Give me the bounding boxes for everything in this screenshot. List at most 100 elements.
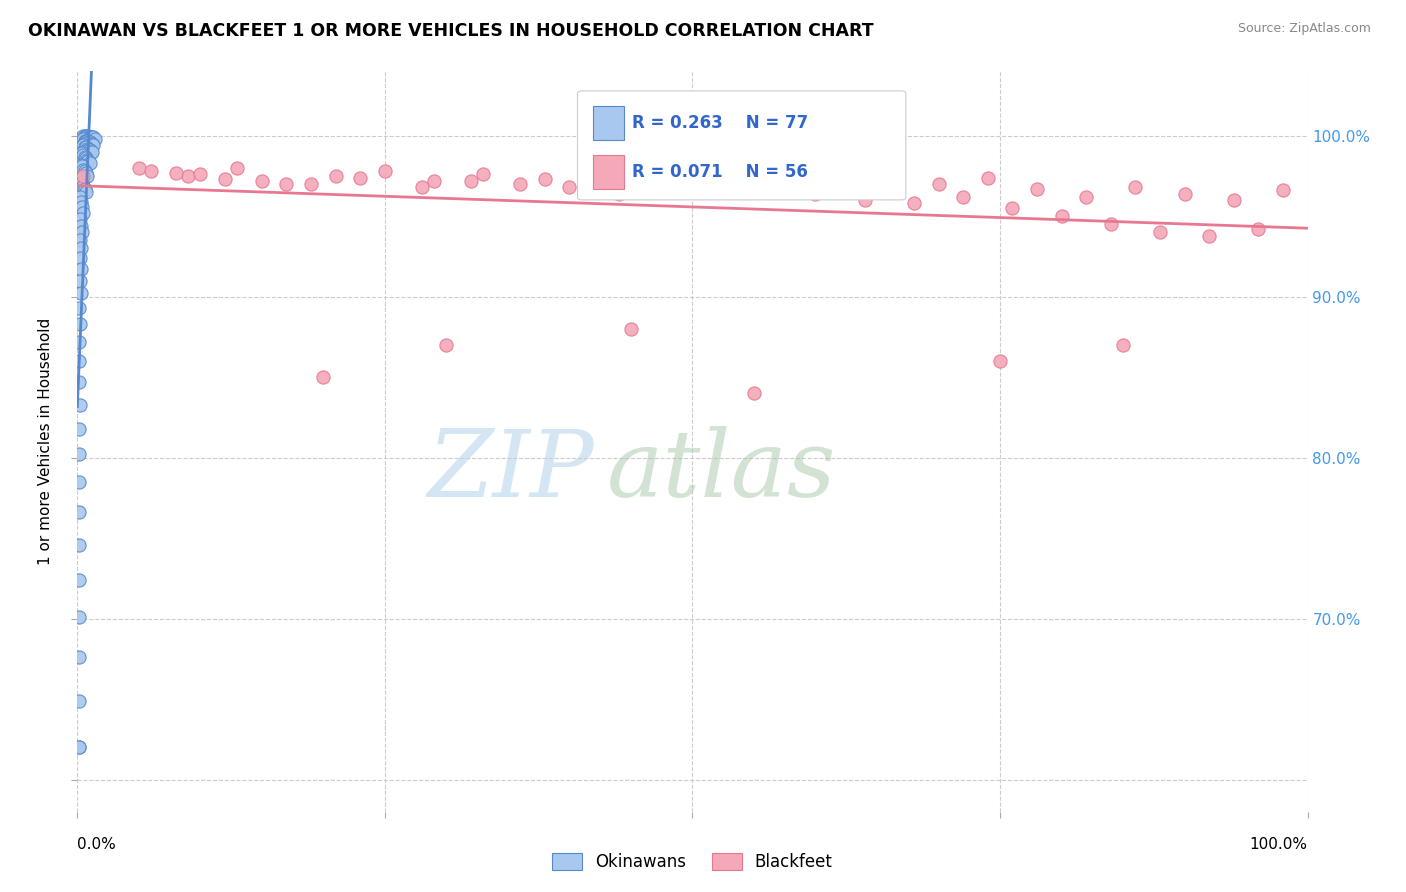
- Point: [69, 212, 91, 227]
- Point: [67, 610, 90, 624]
- Point: [72, 178, 94, 193]
- Point: [70, 176, 93, 190]
- Point: [977, 170, 1000, 185]
- Point: [79, 143, 101, 157]
- Point: [214, 172, 236, 186]
- Point: [312, 370, 335, 384]
- Point: [1026, 182, 1049, 196]
- Point: [75, 140, 97, 154]
- Point: [657, 169, 679, 183]
- Point: [72, 132, 94, 146]
- Point: [76, 153, 98, 167]
- Point: [69, 251, 91, 265]
- Point: [1112, 338, 1135, 352]
- Point: [82, 130, 104, 145]
- Point: [70, 225, 93, 239]
- Point: [73, 150, 96, 164]
- Point: [73, 140, 96, 154]
- Point: [70, 241, 93, 255]
- Point: [67, 740, 90, 755]
- Point: [928, 177, 950, 191]
- Point: [558, 180, 581, 194]
- Point: [731, 167, 754, 181]
- Point: [83, 132, 105, 146]
- Point: [742, 386, 765, 401]
- Point: [952, 190, 974, 204]
- Point: [436, 338, 458, 352]
- Point: [72, 162, 94, 177]
- Point: [76, 128, 98, 143]
- Point: [830, 174, 852, 188]
- Point: [79, 130, 101, 145]
- Text: 0.0%: 0.0%: [77, 837, 117, 852]
- Point: [82, 138, 104, 153]
- Point: [1001, 201, 1024, 215]
- Point: [374, 164, 396, 178]
- Point: [509, 177, 531, 191]
- Point: [80, 136, 103, 151]
- Point: [411, 180, 433, 194]
- Text: 100.0%: 100.0%: [1250, 837, 1308, 852]
- Point: [75, 185, 97, 199]
- Point: [804, 186, 827, 201]
- Point: [77, 143, 100, 157]
- Point: [77, 135, 100, 149]
- Point: [73, 164, 96, 178]
- Point: [73, 182, 96, 196]
- Point: [70, 159, 93, 173]
- Text: atlas: atlas: [606, 426, 835, 516]
- Point: [79, 156, 101, 170]
- Point: [620, 322, 643, 336]
- Point: [1050, 209, 1073, 223]
- Point: [190, 167, 212, 181]
- Point: [70, 219, 93, 233]
- Point: [67, 447, 90, 461]
- Point: [682, 177, 704, 191]
- Point: [706, 178, 728, 193]
- Point: [69, 398, 91, 412]
- Point: [72, 128, 94, 143]
- Legend: Okinawans, Blackfeet: Okinawans, Blackfeet: [546, 846, 839, 878]
- Point: [80, 130, 103, 145]
- Point: [988, 354, 1011, 368]
- Point: [903, 196, 925, 211]
- Point: [70, 262, 93, 277]
- Point: [75, 151, 97, 165]
- Text: R = 0.263    N = 77: R = 0.263 N = 77: [633, 114, 808, 132]
- Point: [67, 650, 90, 665]
- Point: [67, 694, 90, 708]
- Point: [250, 174, 273, 188]
- Point: [853, 193, 876, 207]
- Point: [82, 145, 104, 159]
- Point: [1272, 184, 1295, 198]
- Point: [82, 136, 104, 151]
- Point: [1149, 225, 1171, 239]
- Point: [534, 172, 557, 186]
- Point: [276, 177, 298, 191]
- Point: [67, 475, 90, 489]
- Point: [79, 135, 101, 149]
- Point: [755, 184, 778, 198]
- Point: [607, 186, 630, 201]
- Point: [780, 180, 803, 194]
- Point: [1076, 190, 1098, 204]
- Point: [69, 190, 91, 204]
- Point: [583, 180, 606, 194]
- Point: [67, 422, 90, 436]
- Point: [75, 134, 97, 148]
- Point: [72, 206, 94, 220]
- Text: OKINAWAN VS BLACKFEET 1 OR MORE VEHICLES IN HOUSEHOLD CORRELATION CHART: OKINAWAN VS BLACKFEET 1 OR MORE VEHICLES…: [28, 22, 873, 40]
- Point: [77, 154, 100, 169]
- Point: [75, 128, 97, 143]
- Point: [1247, 222, 1270, 236]
- Point: [73, 128, 96, 143]
- Point: [67, 537, 90, 551]
- Point: [141, 164, 163, 178]
- Point: [72, 148, 94, 162]
- Point: [70, 158, 93, 172]
- Point: [67, 740, 90, 755]
- Point: [73, 134, 96, 148]
- Point: [72, 138, 94, 153]
- Point: [69, 274, 91, 288]
- Point: [69, 233, 91, 247]
